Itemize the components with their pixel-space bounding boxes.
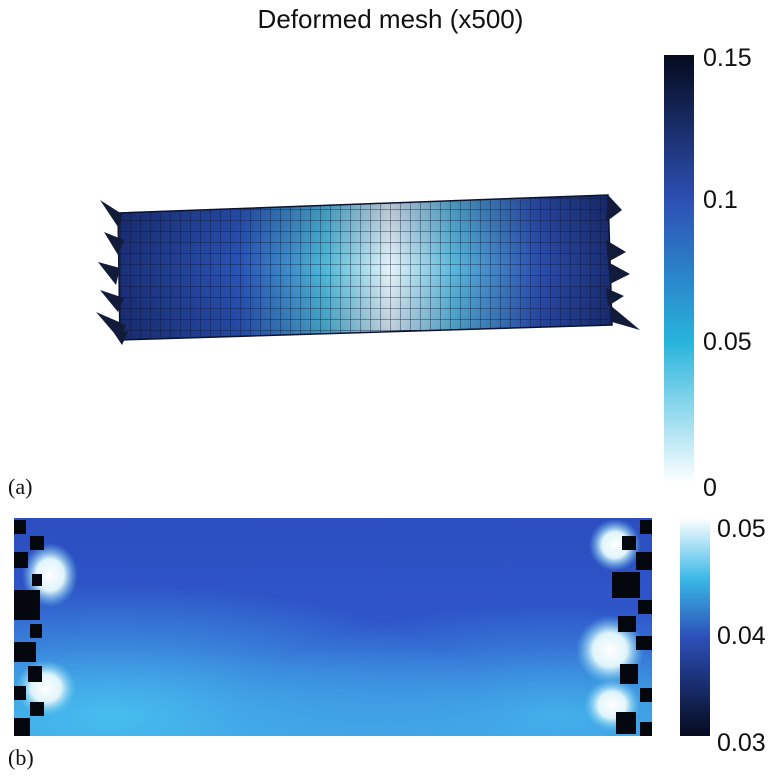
colorbar-a-tick-0.1: 0.1 [703, 186, 738, 214]
colorbar-b-tick-0.03: 0.03 [717, 729, 766, 757]
colorbar-b-tick-0.04: 0.04 [717, 622, 766, 650]
colorbar-a-tick-0.05: 0.05 [703, 328, 752, 356]
figure-title: Deformed mesh (x500) [257, 4, 524, 34]
panel-b-label: (b) [8, 745, 34, 770]
colorbar-b [680, 518, 710, 736]
mesh-right-spikes [606, 195, 640, 330]
right-boundary-blocks [612, 520, 652, 736]
colorbar-a-tick-0: 0 [703, 474, 717, 502]
colorbar-a-tick-0.15: 0.15 [703, 44, 752, 72]
panel-a-label: (a) [8, 474, 33, 499]
colorbar-b-tick-0.05: 0.05 [717, 515, 766, 543]
stress-field-map [14, 518, 652, 736]
mesh-left-spikes [96, 200, 128, 345]
left-boundary-blocks [14, 520, 44, 736]
deformed-mesh [117, 194, 613, 341]
colorbar-a [664, 55, 694, 483]
